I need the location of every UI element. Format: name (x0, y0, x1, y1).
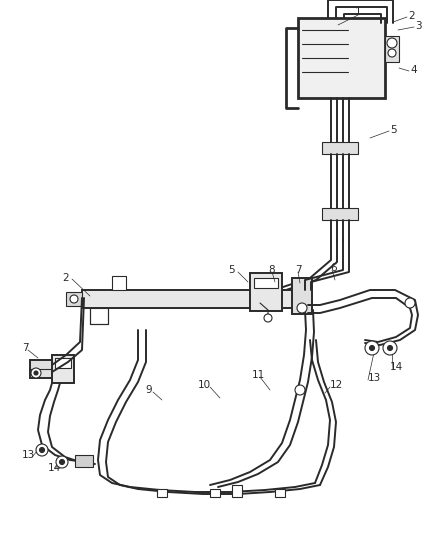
Circle shape (387, 38, 397, 48)
Text: 13: 13 (22, 450, 35, 460)
Bar (292, 278, 312, 314)
Bar (90, 308, 108, 324)
Bar (112, 276, 126, 290)
Text: 7: 7 (22, 343, 28, 353)
Circle shape (365, 341, 379, 355)
Bar (385, 36, 399, 62)
Circle shape (388, 345, 392, 351)
Text: 10: 10 (198, 380, 211, 390)
Text: 11: 11 (252, 370, 265, 380)
Circle shape (34, 371, 38, 375)
Text: 14: 14 (390, 362, 403, 372)
Circle shape (295, 385, 305, 395)
Bar (298, 18, 385, 98)
Bar (232, 485, 242, 497)
Bar (55, 358, 71, 368)
Bar (75, 455, 93, 467)
Text: 14: 14 (48, 463, 61, 473)
Circle shape (370, 345, 374, 351)
Text: 6: 6 (330, 263, 337, 273)
Bar (30, 360, 52, 378)
Bar (254, 278, 278, 288)
Bar (275, 489, 285, 497)
Text: 5: 5 (228, 265, 235, 275)
Circle shape (36, 444, 48, 456)
Text: 5: 5 (390, 125, 397, 135)
Bar (66, 292, 82, 306)
Text: 13: 13 (368, 373, 381, 383)
Circle shape (56, 456, 68, 468)
Circle shape (39, 448, 45, 453)
Circle shape (264, 314, 272, 322)
Text: 1: 1 (355, 7, 362, 17)
Circle shape (70, 295, 78, 303)
Circle shape (31, 368, 41, 378)
Circle shape (388, 49, 396, 57)
Circle shape (297, 303, 307, 313)
Text: 12: 12 (330, 380, 343, 390)
Text: 4: 4 (410, 65, 417, 75)
Text: 2: 2 (62, 273, 69, 283)
Text: 8: 8 (268, 265, 275, 275)
Bar (210, 489, 220, 497)
Circle shape (60, 459, 64, 464)
Bar (322, 208, 358, 220)
Text: 3: 3 (415, 21, 422, 31)
Bar (250, 273, 282, 311)
Text: 2: 2 (408, 11, 415, 21)
Circle shape (383, 341, 397, 355)
Text: 7: 7 (295, 265, 302, 275)
Bar (52, 355, 74, 383)
Circle shape (405, 298, 415, 308)
Bar (322, 142, 358, 154)
Text: 9: 9 (145, 385, 152, 395)
Bar (157, 489, 167, 497)
Bar (82, 290, 300, 308)
